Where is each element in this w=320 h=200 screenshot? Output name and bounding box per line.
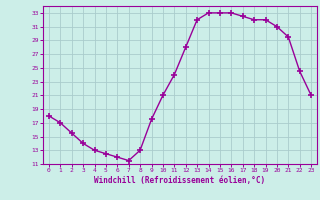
X-axis label: Windchill (Refroidissement éolien,°C): Windchill (Refroidissement éolien,°C) — [94, 176, 266, 185]
